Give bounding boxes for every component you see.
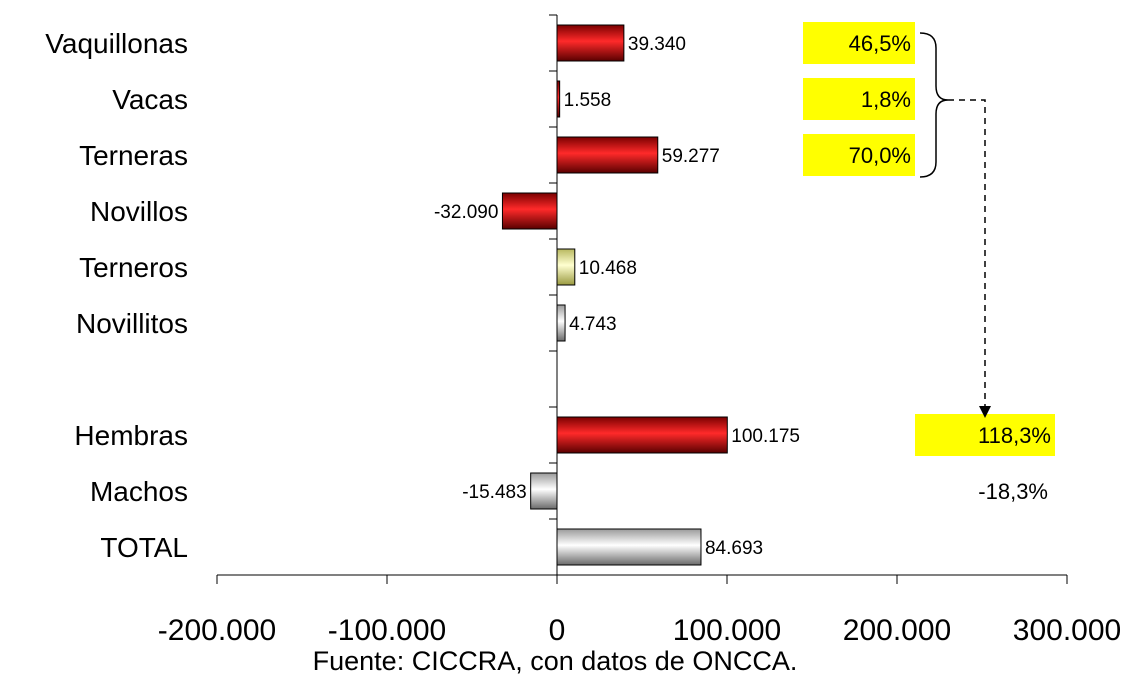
brace-bracket bbox=[919, 32, 949, 178]
value-label: 100.175 bbox=[731, 426, 800, 447]
x-tick-label: 200.000 bbox=[843, 614, 951, 647]
value-label: 39.340 bbox=[628, 34, 686, 55]
x-tick-label: 0 bbox=[549, 614, 566, 647]
category-label: TOTAL bbox=[100, 532, 188, 563]
x-tick-label: -200.000 bbox=[158, 614, 276, 647]
category-labels: Vaquillonas Vacas Terneras Novillos Terneros… bbox=[45, 28, 188, 563]
arrow-head bbox=[979, 406, 991, 418]
dashed-arrow-line bbox=[948, 99, 986, 408]
percentage-annotation: 46,5% bbox=[849, 31, 911, 56]
value-label: 1.558 bbox=[564, 90, 612, 111]
x-axis-ticks: -200.000 -100.000 0 100.000 200.000 300.000 bbox=[158, 575, 1121, 647]
bar bbox=[556, 304, 566, 342]
bar bbox=[501, 192, 558, 230]
percentage-annotations: 46,5% 1,8% 70,0% 118,3% -18,3% bbox=[803, 22, 1055, 504]
value-label: 59.277 bbox=[662, 146, 720, 167]
annotation-highlight bbox=[915, 414, 1055, 456]
bar bbox=[556, 24, 625, 62]
annotation-highlight bbox=[803, 134, 915, 176]
x-tick-label: 300.000 bbox=[1013, 614, 1121, 647]
bar bbox=[556, 248, 576, 286]
category-label: Machos bbox=[90, 476, 188, 507]
percentage-annotation: 70,0% bbox=[849, 143, 911, 168]
bars-layer bbox=[501, 24, 728, 566]
percentage-annotation: 118,3% bbox=[978, 423, 1051, 448]
category-label: Vaquillonas bbox=[45, 28, 188, 59]
value-label: -15.483 bbox=[462, 482, 526, 503]
percentage-annotation: 1,8% bbox=[861, 87, 911, 112]
category-label: Novillitos bbox=[76, 308, 188, 339]
value-labels: 39.340 1.558 59.277 -32.090 10.468 4.743 100.1… bbox=[434, 34, 800, 559]
bar bbox=[556, 136, 659, 174]
source-note: Fuente: CICCRA, con datos de ONCCA. bbox=[313, 646, 798, 676]
category-label: Novillos bbox=[90, 196, 188, 227]
category-label: Vacas bbox=[112, 84, 188, 115]
value-label: 10.468 bbox=[579, 258, 637, 279]
bar bbox=[530, 472, 558, 510]
category-label: Terneras bbox=[79, 140, 188, 171]
x-tick-label: 100.000 bbox=[673, 614, 781, 647]
axes bbox=[217, 14, 1067, 576]
value-label: 4.743 bbox=[569, 314, 617, 335]
annotation-highlight bbox=[803, 78, 915, 120]
category-label: Terneros bbox=[79, 252, 188, 283]
value-label: 84.693 bbox=[705, 538, 763, 559]
value-label: -32.090 bbox=[434, 202, 498, 223]
category-label: Hembras bbox=[74, 420, 188, 451]
bar bbox=[556, 416, 728, 454]
annotation-highlight bbox=[803, 22, 915, 64]
x-tick-label: -100.000 bbox=[328, 614, 446, 647]
percentage-annotation: -18,3% bbox=[978, 479, 1048, 504]
bar bbox=[556, 528, 702, 566]
